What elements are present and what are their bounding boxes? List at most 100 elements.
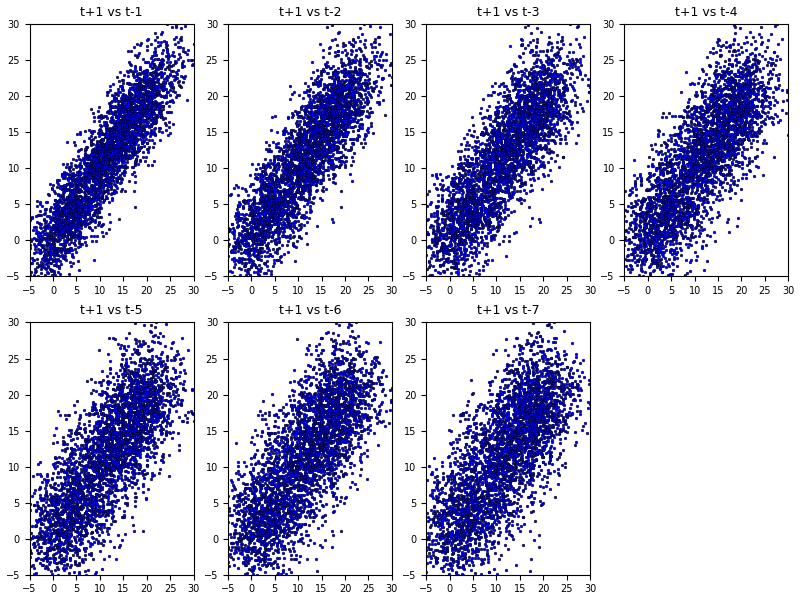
Point [132,116,145,125]
Point [293,139,306,149]
Point [321,148,334,158]
Point [504,176,517,186]
Point [116,409,129,418]
Point [264,203,277,212]
Point [683,166,696,175]
Point [526,133,539,143]
Point [738,144,751,154]
Point [342,400,355,410]
Point [313,165,326,175]
Point [751,94,764,104]
Point [114,389,126,399]
Point [262,220,274,230]
Point [96,564,109,574]
Point [245,535,258,545]
Point [338,415,351,425]
Point [521,338,534,348]
Point [278,154,290,163]
Point [482,179,494,189]
Point [362,96,374,106]
Point [74,479,86,489]
Point [513,101,526,111]
Point [326,116,339,126]
Point [249,482,262,491]
Point [504,450,517,460]
Point [746,59,759,69]
Point [742,76,755,86]
Point [164,58,177,67]
Point [94,521,107,530]
Point [68,494,81,504]
Point [268,473,281,483]
Point [127,425,140,435]
Point [559,97,572,106]
Point [679,219,692,229]
Point [706,98,719,108]
Point [546,107,558,117]
Point [330,71,342,81]
Point [306,155,318,165]
Point [266,536,279,545]
Point [326,133,338,143]
Point [74,191,86,200]
Point [59,489,72,499]
Point [228,572,241,582]
Point [330,394,342,403]
Point [322,126,334,136]
Point [364,425,377,435]
Point [510,406,522,415]
Point [514,422,527,432]
Point [426,170,438,180]
Point [768,47,781,57]
Point [315,375,328,385]
Point [73,428,86,437]
Point [51,458,64,467]
Point [290,502,303,512]
Point [374,22,386,31]
Point [82,192,95,202]
Point [468,200,481,210]
Point [491,489,504,499]
Point [77,205,90,214]
Point [261,527,274,537]
Point [503,484,516,493]
Point [726,137,739,147]
Point [91,174,104,184]
Point [436,546,449,556]
Point [699,176,712,186]
Point [488,415,501,424]
Point [246,229,259,238]
Point [544,426,557,436]
Point [670,235,682,245]
Point [536,452,549,462]
Point [634,217,646,227]
Point [624,277,637,287]
Point [299,349,312,359]
Point [651,254,664,264]
Point [435,194,448,203]
Point [70,517,83,527]
Point [550,454,563,464]
Point [722,146,735,155]
Point [493,443,506,453]
Point [490,172,502,182]
Point [302,392,314,402]
Point [420,535,433,544]
Point [521,156,534,166]
Point [528,403,541,413]
Point [326,95,338,104]
Point [694,169,707,178]
Point [320,68,333,78]
Point [323,144,336,154]
Point [638,226,650,235]
Point [344,89,357,98]
Point [97,425,110,434]
Point [513,119,526,129]
Point [677,212,690,222]
Point [20,227,33,237]
Point [439,246,452,256]
Point [298,145,310,155]
Point [518,432,530,442]
Point [141,406,154,416]
Point [449,229,462,238]
